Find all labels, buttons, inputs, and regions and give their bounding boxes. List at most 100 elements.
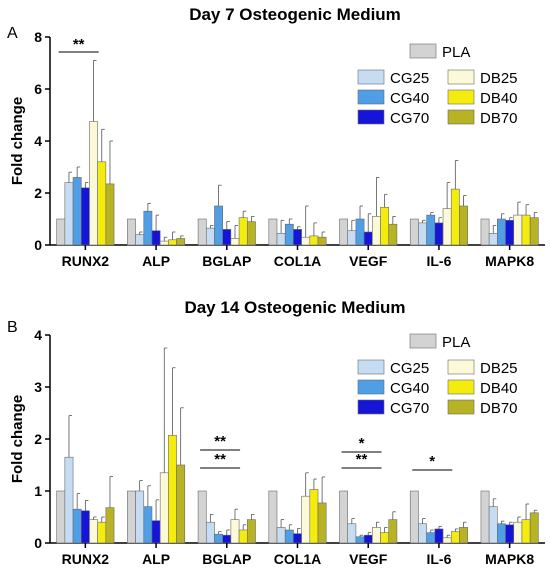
y-tick-label: 2	[34, 185, 42, 201]
bar-CG40	[355, 536, 365, 544]
bar-DB70	[529, 512, 539, 544]
bar-CG70	[434, 528, 444, 544]
bar-DB25	[230, 238, 240, 246]
legend-swatch-DB70	[447, 109, 475, 125]
y-axis-label: Fold change	[9, 395, 26, 483]
x-tick-label: VEGF	[349, 253, 388, 269]
bar-DB40	[168, 239, 177, 246]
bar-DB70	[459, 527, 468, 544]
bar-PLA	[268, 218, 278, 246]
bar-DB40	[97, 521, 107, 544]
bar-CG40	[355, 218, 365, 246]
bar-CG40	[426, 214, 436, 246]
y-axis-label: Fold change	[9, 97, 26, 185]
y-tick-label: 6	[34, 81, 42, 97]
bar-DB25	[301, 495, 311, 544]
legend-label: CG40	[390, 90, 429, 107]
legend-swatch-PLA	[409, 333, 437, 349]
panel-label: A	[7, 25, 18, 42]
legend-label: CG40	[390, 380, 429, 397]
bar-CG40	[72, 177, 82, 246]
bar-CG25	[488, 506, 498, 544]
bar-DB40	[521, 214, 531, 246]
bar-DB40	[380, 532, 390, 544]
bar-CG40	[72, 508, 82, 544]
bar-DB40	[521, 519, 531, 544]
bar-DB40	[309, 489, 319, 544]
bar-CG40	[214, 205, 223, 246]
bar-PLA	[409, 218, 419, 246]
bar-DB40	[238, 217, 248, 246]
y-tick-label: 1	[34, 483, 42, 499]
bar-CG25	[347, 523, 357, 544]
bar-DB25	[230, 519, 240, 544]
bar-CG25	[135, 234, 145, 246]
bar-DB25	[442, 208, 452, 246]
bar-CG25	[418, 222, 427, 246]
bar-CG25	[64, 182, 74, 246]
significance-label: *	[429, 453, 435, 470]
bar-CG25	[135, 490, 145, 544]
x-tick-label: IL-6	[426, 551, 451, 567]
x-tick-label: ALP	[142, 253, 170, 269]
legend-swatch-CG70	[357, 399, 385, 415]
significance-label: **	[73, 36, 85, 53]
bar-PLA	[480, 490, 490, 544]
bar-DB25	[301, 236, 311, 246]
legend-label: DB40	[480, 380, 518, 397]
bar-CG25	[347, 230, 357, 246]
bar-DB25	[89, 121, 98, 246]
chart-title: Day 7 Osteogenic Medium	[189, 5, 401, 24]
bar-CG70	[505, 524, 515, 544]
bar-DB70	[105, 507, 115, 544]
legend-swatch-CG40	[357, 89, 385, 105]
y-tick-label: 4	[34, 133, 42, 149]
legend-swatch-DB25	[447, 69, 475, 85]
x-tick-label: BGLAP	[202, 551, 251, 567]
legend-swatch-CG25	[357, 359, 385, 375]
bar-CG25	[205, 521, 215, 544]
legend-label: DB40	[480, 90, 518, 107]
bar-PLA	[409, 490, 419, 544]
bar-PLA	[197, 218, 207, 246]
bar-DB70	[176, 238, 186, 246]
legend-swatch-DB70	[447, 399, 475, 415]
bar-CG70	[363, 231, 373, 246]
bar-CG40	[214, 533, 223, 544]
bar-DB40	[380, 207, 390, 246]
legend-label: PLA	[442, 334, 470, 351]
bar-DB40	[450, 188, 460, 246]
bar-DB25	[513, 214, 523, 246]
bar-CG70	[222, 229, 232, 246]
y-tick-label: 2	[34, 431, 42, 447]
bar-DB25	[89, 519, 98, 544]
chart-title: Day 14 Osteogenic Medium	[184, 298, 405, 317]
bar-DB70	[317, 502, 327, 544]
chart-panel-B: Day 14 Osteogenic Medium B Fold change 0 1 2 3…	[7, 298, 545, 567]
bar-CG70	[151, 520, 161, 544]
x-tick-label: COL1A	[274, 253, 321, 269]
bar-CG25	[276, 527, 286, 544]
bar-CG25	[488, 233, 498, 246]
bar-CG25	[64, 456, 74, 544]
bar-CG70	[222, 534, 232, 544]
bar-PLA	[56, 218, 66, 246]
bar-CG40	[284, 223, 294, 246]
bar-CG70	[505, 220, 515, 246]
bar-PLA	[339, 490, 349, 544]
bar-CG25	[205, 227, 215, 246]
bar-PLA	[127, 490, 136, 544]
bar-DB40	[97, 161, 107, 246]
bar-DB70	[176, 464, 186, 544]
x-tick-label: BGLAP	[202, 253, 251, 269]
bar-DB70	[105, 183, 115, 246]
legend-swatch-DB40	[447, 89, 475, 105]
x-tick-label: MAPK8	[485, 551, 534, 567]
x-tick-label: IL-6	[426, 253, 451, 269]
y-tick-label: 0	[34, 535, 42, 551]
legend-label: CG70	[390, 400, 429, 417]
chart-panel-A: Day 7 Osteogenic Medium A Fold change 0 2 4 6 8…	[7, 5, 545, 269]
y-tick-label: 0	[34, 237, 42, 253]
legend-label: DB70	[480, 400, 518, 417]
